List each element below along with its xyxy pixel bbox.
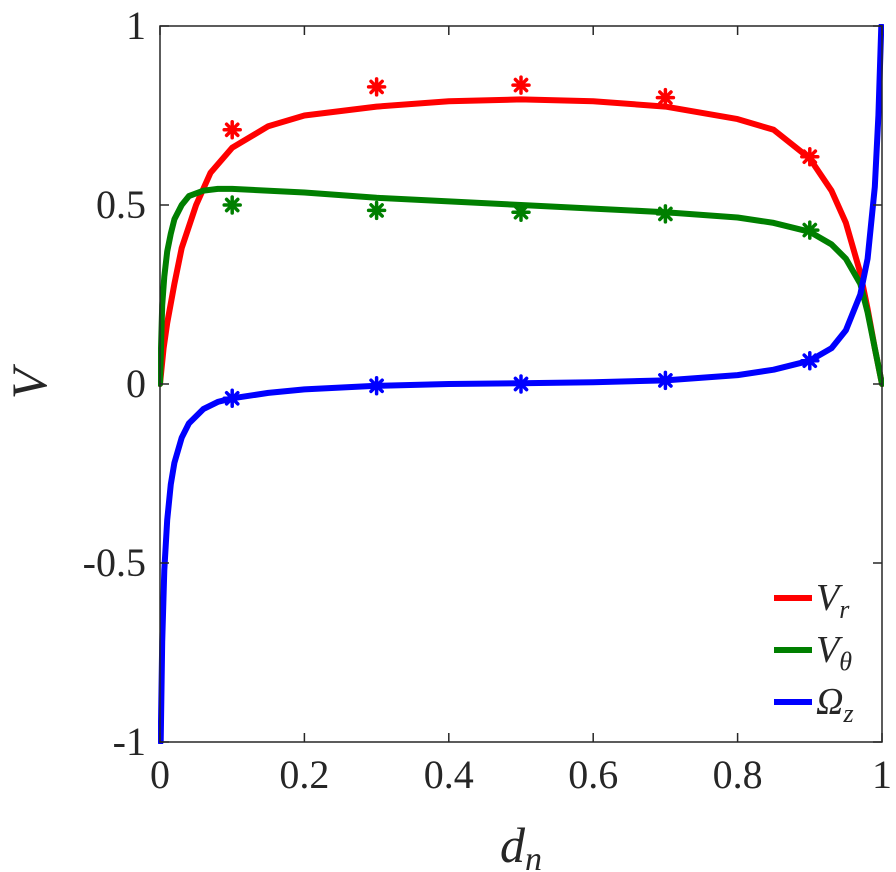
marker-stroke-d2 xyxy=(802,149,818,165)
legend-label-1-main: V xyxy=(816,629,843,671)
series-0-marker-2 xyxy=(511,75,531,95)
x-tick-label-0: 0 xyxy=(150,752,170,797)
series-1-marker-4 xyxy=(800,220,820,240)
legend-label-0-sub: r xyxy=(839,595,850,624)
marker-stroke-d2 xyxy=(802,222,818,238)
legend-label-1-sub: θ xyxy=(839,647,852,676)
x-tick-label-3: 0.6 xyxy=(568,752,618,797)
marker-stroke-d2 xyxy=(802,353,818,369)
series-line-2 xyxy=(158,24,884,744)
series-line-0 xyxy=(158,96,884,387)
x-axis-title-main: d xyxy=(500,817,526,872)
marker-stroke-d2 xyxy=(369,79,384,95)
series-1-marker-0 xyxy=(222,195,242,215)
marker-stroke-d2 xyxy=(658,373,673,388)
y-tick-label-1: -0.5 xyxy=(83,540,146,585)
axes-layer: 0 0.2 0.4 0.6 0.8 1 -1 -0.5 0 0.5 1 dn V xyxy=(1,3,892,872)
legend-label-1: Vθ xyxy=(816,629,852,676)
x-tick-label-2: 0.4 xyxy=(424,752,474,797)
marker-stroke-d2 xyxy=(369,203,384,218)
series-1-marker-3 xyxy=(655,204,676,224)
series-0-marker-1 xyxy=(366,77,387,97)
series-2-marker-0 xyxy=(222,388,242,409)
legend-label-0: Vr xyxy=(816,577,850,624)
x-tick-label-1: 0.2 xyxy=(279,752,329,797)
marker-stroke-d2 xyxy=(369,378,384,394)
series-0-marker-0 xyxy=(222,120,242,140)
series-2-marker-3 xyxy=(655,370,676,391)
x-axis-title-sub: n xyxy=(525,841,542,872)
legend-label-2: Ωz xyxy=(816,681,854,728)
series-1-marker-2 xyxy=(511,202,531,222)
series-layer xyxy=(158,24,884,744)
y-tick-label-0: -1 xyxy=(113,719,146,764)
marker-stroke-d2 xyxy=(658,90,673,105)
marker-stroke-d2 xyxy=(224,390,240,406)
y-axis-title: V xyxy=(1,363,57,399)
x-tick-label-4: 0.8 xyxy=(713,752,763,797)
legend-label-0-main: V xyxy=(816,577,843,619)
marker-stroke-d2 xyxy=(513,376,529,392)
y-tick-label-3: 0.5 xyxy=(96,182,146,227)
marker-stroke-d2 xyxy=(513,204,529,220)
legend-label-2-sub: z xyxy=(842,699,853,728)
series-line-1 xyxy=(158,185,884,387)
marker-stroke-d2 xyxy=(658,206,673,222)
y-tick-label-4: 1 xyxy=(126,3,146,48)
x-tick-label-5: 1 xyxy=(872,752,892,797)
marker-stroke-d2 xyxy=(224,122,240,138)
series-0-marker-3 xyxy=(655,87,676,108)
marker-stroke-d2 xyxy=(224,197,240,213)
series-2-marker-4 xyxy=(800,350,820,371)
legend-label-2-main: Ω xyxy=(816,681,843,723)
series-0-marker-4 xyxy=(800,146,820,167)
series-1-marker-1 xyxy=(366,200,387,221)
marker-stroke-d2 xyxy=(513,77,529,93)
y-tick-label-2: 0 xyxy=(126,361,146,406)
series-2-marker-2 xyxy=(511,374,531,394)
x-axis-title: dn xyxy=(500,817,542,872)
series-2-marker-1 xyxy=(366,376,387,396)
